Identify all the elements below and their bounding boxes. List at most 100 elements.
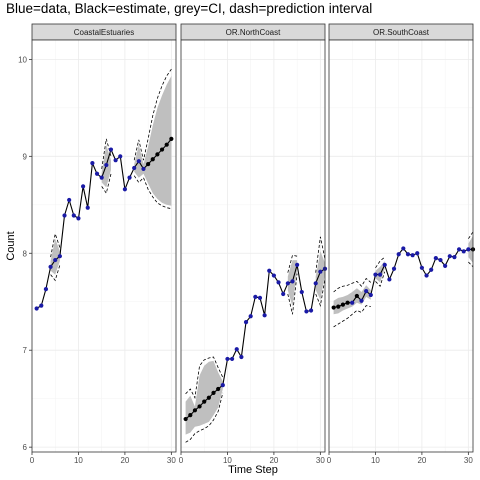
estimate-point — [336, 304, 341, 309]
estimate-point — [146, 161, 151, 167]
data-point — [299, 289, 304, 295]
facet-label: OR.NorthCoast — [226, 28, 281, 37]
data-point — [85, 205, 90, 210]
panel-border — [328, 39, 474, 453]
data-point — [76, 216, 81, 221]
x-tick-label: 30 — [464, 456, 473, 465]
data-point — [438, 257, 443, 263]
data-point — [253, 294, 258, 299]
data-point — [71, 213, 76, 218]
data-point — [90, 161, 95, 166]
x-tick-label: 30 — [316, 456, 325, 465]
data-point — [377, 272, 383, 277]
data-point — [391, 266, 397, 271]
data-point — [290, 279, 295, 284]
data-point — [220, 383, 225, 388]
data-point — [57, 254, 62, 259]
x-tick-label: 0 — [30, 456, 35, 465]
y-tick-label: 10 — [18, 55, 27, 64]
estimate-point — [354, 293, 359, 299]
ci-band — [50, 238, 60, 275]
x-tick-label: 10 — [223, 456, 232, 465]
data-point — [34, 306, 39, 311]
panel-background — [329, 40, 473, 452]
prediction-interval-lower — [287, 273, 298, 315]
data-point — [405, 252, 411, 257]
data-point — [122, 187, 128, 192]
data-point — [419, 265, 425, 270]
prediction-interval-upper — [287, 254, 298, 273]
data-point — [43, 287, 49, 292]
data-point — [257, 295, 263, 300]
data-point — [67, 197, 72, 203]
prediction-interval-lower — [315, 278, 326, 308]
data-point — [304, 309, 309, 314]
x-tick-label: 30 — [167, 456, 176, 465]
data-point — [424, 273, 429, 278]
prediction-interval-upper — [50, 232, 61, 258]
data-point — [39, 303, 44, 308]
prediction-interval-lower — [101, 173, 112, 195]
panel-background — [32, 40, 176, 452]
data-point — [456, 247, 462, 252]
data-point — [118, 154, 123, 159]
data-point — [262, 313, 267, 318]
data-point — [53, 257, 58, 263]
estimate-point — [345, 300, 350, 305]
data-point — [359, 298, 364, 303]
estimate-point — [202, 399, 207, 404]
data-point — [281, 291, 286, 297]
data-point — [48, 264, 53, 269]
data-point — [62, 213, 67, 218]
data-point — [136, 159, 141, 164]
data-point — [387, 277, 392, 282]
prediction-interval-upper — [315, 236, 326, 273]
prediction-interval-lower — [468, 261, 474, 268]
estimate-point — [169, 136, 174, 141]
data-point — [225, 356, 230, 362]
estimate-point — [150, 157, 155, 162]
panel-border — [31, 39, 177, 453]
data-point — [80, 184, 86, 189]
data-point — [466, 247, 471, 252]
data-point — [318, 269, 323, 274]
data-point — [276, 280, 281, 285]
data-point — [108, 147, 114, 152]
data-point — [267, 268, 272, 273]
data-point — [141, 166, 146, 172]
estimate-point — [155, 152, 160, 157]
data-point — [415, 251, 420, 256]
prediction-interval-lower — [133, 175, 172, 210]
estimate-point — [192, 408, 198, 413]
y-tick-label: 7 — [23, 346, 28, 355]
prediction-interval-lower — [185, 392, 224, 443]
data-point — [396, 252, 401, 257]
estimate-point — [216, 386, 221, 392]
data-point — [447, 254, 452, 259]
data-point — [94, 171, 100, 176]
estimate-point — [183, 416, 188, 422]
data-point — [452, 255, 457, 260]
ci-band — [315, 251, 325, 300]
data-point — [364, 288, 369, 294]
estimate-point — [340, 302, 346, 307]
chart-title: Blue=data, Black=estimate, grey=CI, dash… — [6, 1, 373, 16]
y-tick-label: 8 — [23, 249, 28, 258]
prediction-interval-upper — [185, 356, 224, 399]
data-point — [308, 308, 314, 313]
data-point — [234, 347, 239, 352]
x-tick-label: 10 — [371, 456, 380, 465]
data-point — [243, 319, 249, 325]
data-point — [410, 253, 415, 258]
prediction-interval-lower — [375, 271, 386, 287]
data-point — [104, 162, 109, 168]
estimate-point — [331, 305, 336, 310]
x-axis-title: Time Step — [228, 464, 278, 476]
ci-band — [185, 360, 223, 435]
estimate-point — [188, 413, 193, 418]
data-point — [350, 300, 355, 305]
facet-label: OR.SouthCoast — [373, 28, 430, 37]
data-point — [113, 158, 118, 163]
x-tick-label: 20 — [120, 456, 129, 465]
